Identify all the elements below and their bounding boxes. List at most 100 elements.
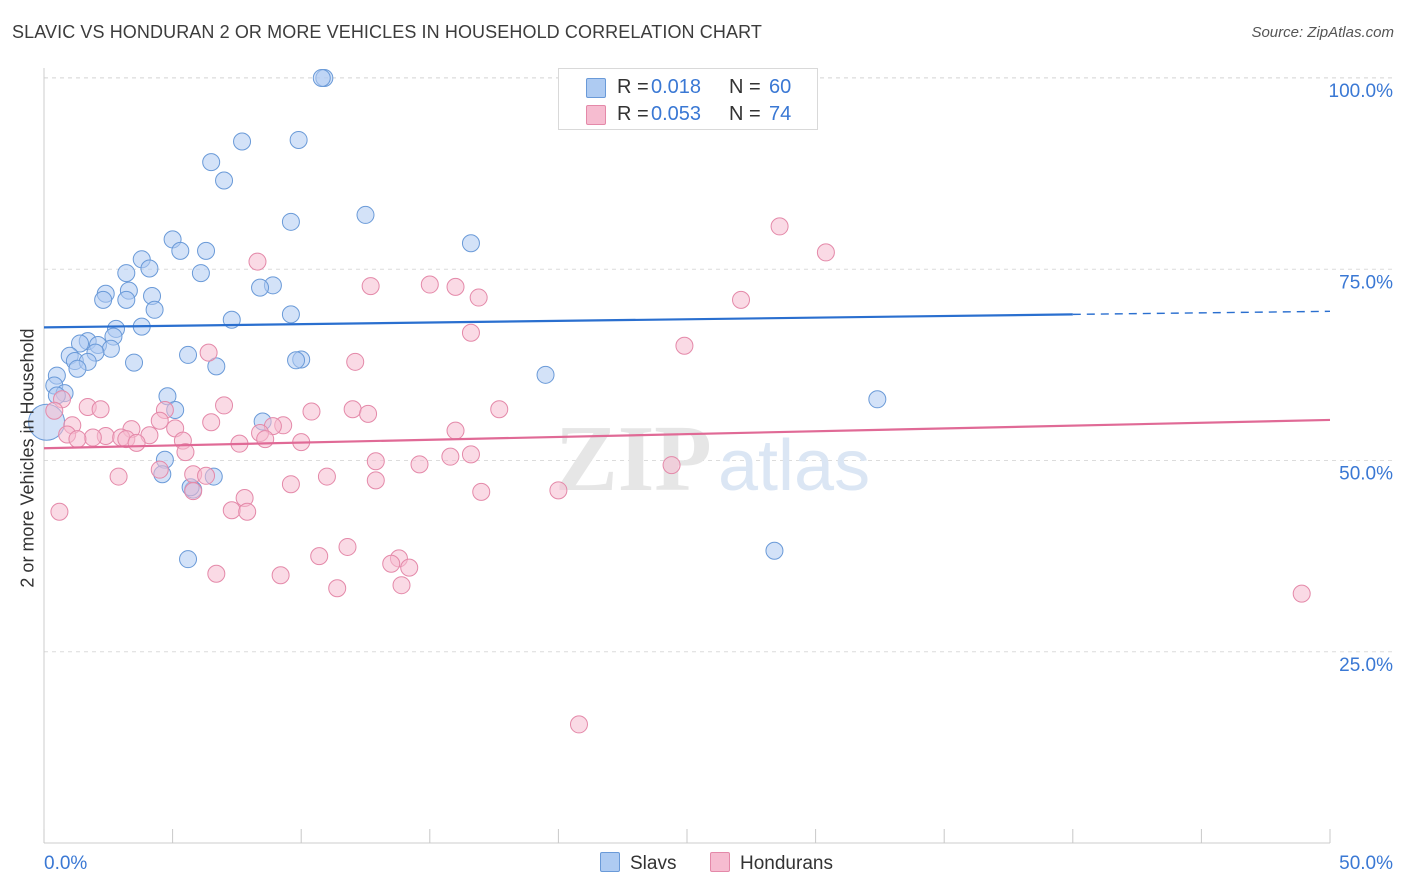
hondurans-point (302, 402, 321, 421)
r-label: R = (617, 76, 649, 98)
slavs-n-value: 60 (769, 76, 792, 98)
hondurans-point (361, 277, 380, 296)
hondurans-point (197, 466, 216, 485)
hondurans-point (256, 430, 275, 449)
slavs-point (281, 305, 300, 324)
watermark-atlas: atlas (718, 426, 870, 506)
y-tick-label: 50.0% (1339, 464, 1393, 485)
slavs-point (251, 278, 270, 297)
hondurans-point (317, 467, 336, 486)
legend-row-hondurans: R = 0.053 N = 74 (559, 101, 817, 127)
hondurans-point (675, 336, 694, 355)
slavs-point (125, 353, 144, 372)
hondurans-point (176, 443, 195, 462)
hondurans-point (127, 433, 146, 452)
slavs-point (536, 365, 555, 384)
slavs-point (207, 357, 226, 376)
hondurans-point (662, 456, 681, 475)
hondurans-point (248, 252, 267, 271)
slavs-point (71, 334, 90, 353)
hondurans-point (202, 413, 221, 432)
hondurans-point (343, 400, 362, 419)
slavs-point (179, 550, 198, 569)
watermark: ZIP atlas (555, 407, 870, 511)
slavs-point (356, 205, 375, 224)
trend-layer (43, 310, 1331, 450)
grid-layer (44, 77, 1392, 653)
y-tick-label: 25.0% (1339, 655, 1393, 676)
hondurans-point (199, 343, 218, 362)
hondurans-point (68, 430, 87, 449)
hondurans-point (215, 396, 234, 415)
n-label: N = (729, 76, 761, 98)
hondurans-point (569, 715, 588, 734)
hondurans-point (207, 564, 226, 583)
hondurans-point (346, 352, 365, 371)
hondurans-point (469, 288, 488, 307)
slavs-point (140, 259, 159, 278)
hondurans-point (50, 502, 69, 521)
slavs-point (117, 290, 136, 309)
hondurans-point (400, 558, 419, 577)
hondurans-point (109, 467, 128, 486)
y-tick-label: 75.0% (1339, 272, 1393, 293)
slavs-point (312, 69, 331, 87)
slavs-point (145, 300, 164, 319)
hondurans-point (359, 404, 378, 423)
points-layer (28, 69, 1311, 734)
hondurans-legend-label: Hondurans (740, 853, 833, 874)
hondurans-point (366, 471, 385, 490)
slavs-point (179, 345, 198, 364)
hondurans-point (816, 243, 835, 262)
hondurans-point (410, 455, 429, 474)
hondurans-point (238, 502, 257, 521)
hondurans-point (732, 290, 751, 309)
slavs-legend-swatch (600, 852, 620, 872)
slavs-point (117, 264, 136, 283)
slavs-point (868, 390, 887, 409)
hondurans-point (328, 579, 347, 598)
hondurans-point (271, 566, 290, 585)
bottom-legend-slavs[interactable]: Slavs (600, 852, 676, 875)
hondurans-point (770, 217, 789, 236)
source-label: Source: ZipAtlas.com (1251, 24, 1394, 41)
hondurans-point (549, 481, 568, 500)
slavs-point (461, 234, 480, 253)
hondurans-point (446, 277, 465, 296)
axis-layer (43, 68, 1331, 844)
legend-row-slavs: R = 0.018 N = 60 (559, 74, 817, 100)
slavs-trend-line (43, 313, 1073, 329)
slavs-point (101, 339, 120, 358)
slavs-point (215, 171, 234, 190)
bottom-legend-hondurans[interactable]: Hondurans (710, 852, 833, 875)
hondurans-point (461, 323, 480, 342)
hondurans-point (441, 447, 460, 466)
hondurans-trend-line (43, 418, 1331, 450)
hondurans-point (222, 501, 241, 520)
hondurans-point (83, 428, 102, 447)
chart-title: SLAVIC VS HONDURAN 2 OR MORE VEHICLES IN… (12, 22, 762, 42)
x-tick-label-min: 0.0% (44, 853, 87, 874)
hondurans-r-value: 0.053 (651, 103, 702, 125)
correlation-legend: R = 0.018 N = 60 R = 0.053 N = 74 (558, 68, 818, 130)
hondurans-point (461, 445, 480, 464)
y-axis-label: 2 or more Vehicles in Household (17, 328, 38, 588)
slavs-trend-extension (1072, 310, 1331, 316)
slavs-point (94, 290, 113, 309)
r-label: R = (617, 103, 649, 125)
n-label: N = (729, 103, 761, 125)
slavs-legend-label: Slavs (630, 853, 677, 874)
hondurans-point (1292, 584, 1311, 603)
hondurans-point (472, 482, 491, 501)
watermark-zip: ZIP (555, 407, 712, 511)
hondurans-point (150, 411, 169, 430)
hondurans-point (392, 576, 411, 595)
slavs-point (171, 241, 190, 260)
hondurans-point (150, 460, 169, 479)
slavs-swatch (586, 78, 606, 98)
hondurans-point (45, 401, 64, 420)
hondurans-swatch (586, 105, 606, 125)
slavs-point (287, 351, 306, 370)
x-tick-label-max: 50.0% (1339, 853, 1393, 874)
